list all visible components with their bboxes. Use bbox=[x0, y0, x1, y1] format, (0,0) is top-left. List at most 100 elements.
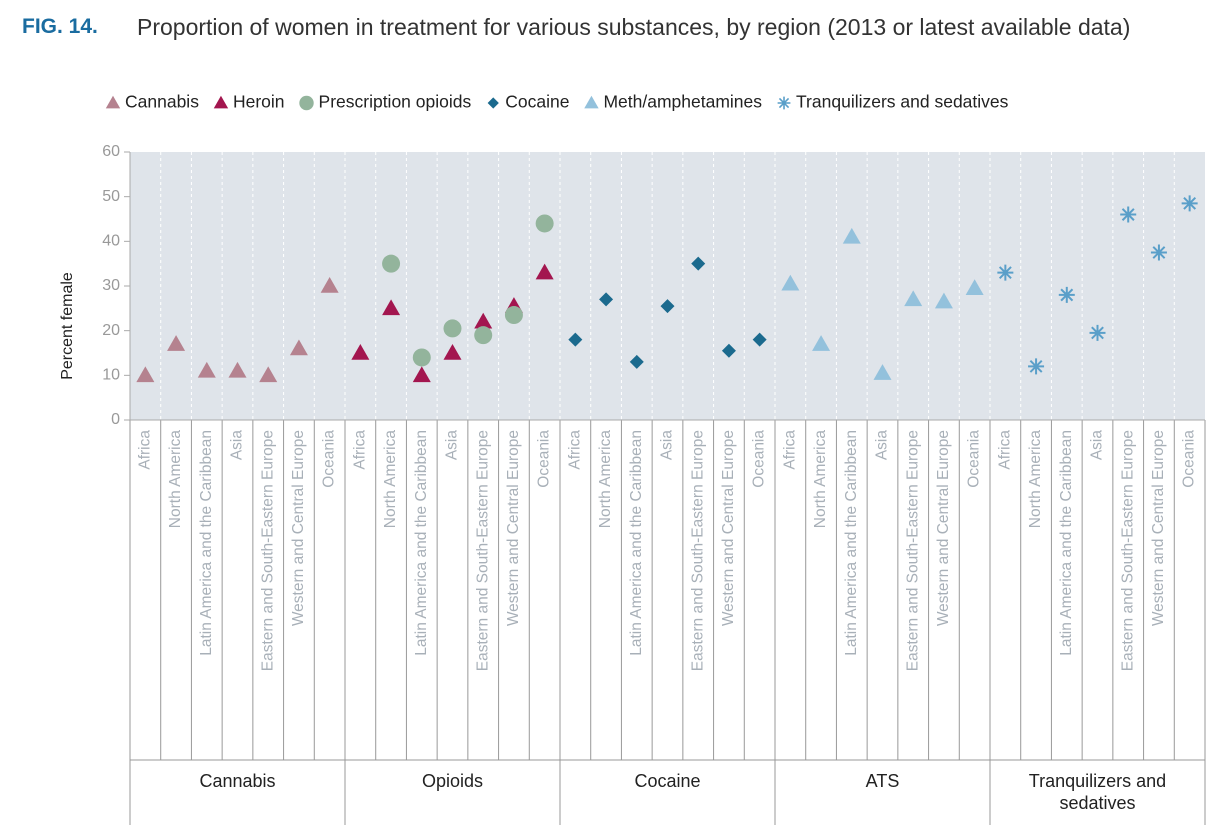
x-tick-label: Asia bbox=[1089, 430, 1106, 461]
point bbox=[904, 290, 923, 307]
x-tick-label: Latin America and the Caribbean bbox=[198, 430, 215, 656]
x-tick-label: North America bbox=[167, 430, 184, 529]
x-tick-label: Eastern and South-Eastern Europe bbox=[689, 430, 706, 671]
point bbox=[382, 254, 401, 273]
point bbox=[934, 292, 953, 309]
legend-label: Prescription opioids bbox=[319, 92, 472, 112]
point bbox=[443, 344, 462, 360]
point bbox=[474, 326, 493, 345]
legend-label: Heroin bbox=[233, 92, 285, 112]
x-tick-label: Western and Central Europe bbox=[505, 430, 522, 626]
x-tick-label: Asia bbox=[444, 430, 461, 461]
x-tick-label: Western and Central Europe bbox=[1150, 430, 1167, 626]
group-label-box: Cannabis bbox=[199, 771, 276, 791]
group-label: Cocaine bbox=[634, 771, 701, 791]
x-tick-label: Latin America and the Caribbean bbox=[413, 430, 430, 656]
point bbox=[752, 332, 767, 347]
group-label: Tranquilizers and sedatives bbox=[1028, 771, 1167, 813]
point bbox=[197, 361, 216, 378]
x-tick-label: Africa bbox=[136, 430, 153, 470]
x-tick-label: Africa bbox=[996, 430, 1013, 470]
point bbox=[599, 292, 614, 307]
x-tick-label: Latin America and the Caribbean bbox=[1058, 430, 1075, 656]
point bbox=[412, 366, 431, 383]
point bbox=[1028, 358, 1045, 375]
x-tick-label: North America bbox=[1027, 430, 1044, 529]
point bbox=[721, 343, 736, 358]
point bbox=[629, 354, 644, 369]
x-tick-label: Asia bbox=[874, 430, 891, 461]
point bbox=[320, 277, 339, 293]
legend-marker bbox=[299, 95, 314, 111]
point bbox=[289, 339, 308, 356]
group-label-box: ATS bbox=[865, 771, 900, 791]
group-label: ATS bbox=[865, 771, 900, 791]
legend-label: Cocaine bbox=[505, 92, 569, 112]
x-tick-label: Western and Central Europe bbox=[290, 430, 307, 626]
x-tick-label: Eastern and South-Eastern Europe bbox=[904, 430, 921, 671]
point bbox=[443, 319, 462, 338]
legend-item: Tranquilizers and sedatives bbox=[777, 92, 1009, 112]
y-tick-label: 20 bbox=[102, 322, 120, 339]
point bbox=[781, 274, 800, 291]
y-tick-label: 30 bbox=[102, 277, 120, 294]
legend-marker bbox=[777, 96, 791, 110]
x-tick-label: Latin America and the Caribbean bbox=[628, 430, 645, 656]
x-tick-label: Latin America and the Caribbean bbox=[843, 430, 860, 656]
y-tick-label: 10 bbox=[102, 367, 120, 384]
plot-area bbox=[130, 152, 1205, 420]
x-tick-label: Eastern and South-Eastern Europe bbox=[474, 430, 491, 671]
point bbox=[228, 361, 247, 378]
point bbox=[965, 279, 984, 295]
point bbox=[997, 264, 1014, 281]
legend-marker bbox=[584, 95, 599, 109]
legend-label: Cannabis bbox=[125, 92, 199, 112]
point bbox=[1150, 244, 1167, 261]
x-tick-label: Oceania bbox=[321, 430, 338, 488]
x-tick-label: Oceania bbox=[966, 430, 983, 488]
x-tick-label: Western and Central Europe bbox=[935, 430, 952, 626]
y-axis-label: Percent female bbox=[59, 272, 76, 380]
legend-item: Cannabis bbox=[105, 92, 199, 112]
legend-marker bbox=[213, 95, 229, 109]
x-tick-label: Oceania bbox=[751, 430, 768, 488]
point bbox=[351, 344, 370, 360]
point bbox=[136, 366, 155, 383]
x-tick-label: North America bbox=[382, 430, 399, 529]
group-label: Cannabis bbox=[199, 771, 276, 791]
y-tick-label: 60 bbox=[102, 143, 120, 160]
point bbox=[568, 332, 583, 347]
x-tick-label: Western and Central Europe bbox=[720, 430, 737, 626]
point bbox=[873, 364, 892, 380]
legend-label: Meth/amphetamines bbox=[603, 92, 762, 112]
x-tick-label: Eastern and South-Eastern Europe bbox=[259, 430, 276, 671]
point bbox=[1058, 286, 1075, 303]
point bbox=[842, 227, 861, 244]
point bbox=[167, 335, 186, 351]
point bbox=[535, 214, 554, 233]
group-label-box: Opioids bbox=[421, 771, 484, 791]
legend-item: Prescription opioids bbox=[299, 92, 471, 112]
x-tick-label: North America bbox=[812, 430, 829, 529]
legend-item: Meth/amphetamines bbox=[584, 92, 762, 112]
title-block: FIG. 14. Proportion of women in treatmen… bbox=[22, 14, 1172, 40]
point bbox=[504, 306, 523, 325]
x-tick-label: Africa bbox=[781, 430, 798, 470]
point bbox=[660, 299, 675, 314]
point bbox=[382, 299, 401, 316]
group-label: Opioids bbox=[421, 771, 484, 791]
point bbox=[1089, 324, 1106, 341]
x-tick-label: Africa bbox=[566, 430, 583, 470]
y-tick-label: 50 bbox=[102, 188, 120, 205]
group-label-box: Cocaine bbox=[634, 771, 701, 791]
legend-item: Heroin bbox=[213, 92, 285, 112]
x-tick-label: Africa bbox=[351, 430, 368, 470]
point bbox=[1181, 195, 1198, 212]
x-tick-label: Eastern and South-Eastern Europe bbox=[1119, 430, 1136, 671]
point bbox=[1120, 206, 1137, 223]
legend-marker bbox=[105, 95, 121, 109]
x-tick-label: Asia bbox=[659, 430, 676, 461]
y-tick-label: 40 bbox=[102, 233, 120, 250]
point bbox=[535, 263, 554, 280]
